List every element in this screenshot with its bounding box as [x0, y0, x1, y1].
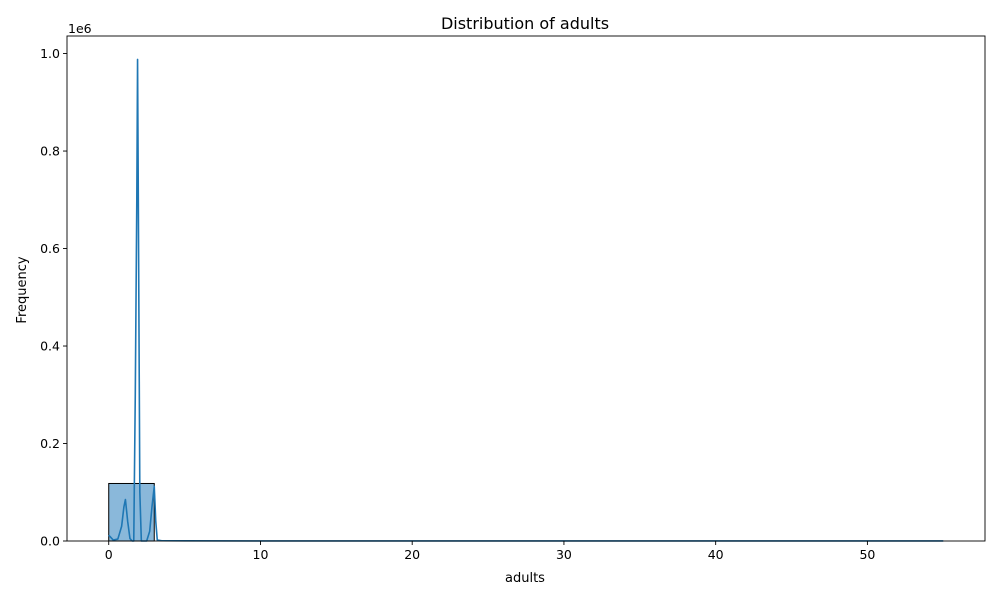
- axes: 0 10 20 30 40 50 0.0 0.2 0.4 0.6 0.8 1.0: [40, 35, 986, 562]
- x-tick-label: 20: [404, 547, 420, 562]
- x-tick-label: 40: [708, 547, 724, 562]
- y-tick-label: 1.0: [40, 46, 60, 61]
- x-axis-label: adults: [505, 571, 545, 586]
- y-tick-label: 0.8: [40, 144, 60, 159]
- y-tick-label: 0.4: [40, 339, 60, 354]
- x-tick-label: 50: [859, 547, 875, 562]
- plot-area: [108, 58, 944, 542]
- y-tick-label: 0.0: [40, 534, 60, 549]
- y-tick-label: 0.6: [40, 241, 60, 256]
- chart-title: Distribution of adults: [441, 14, 609, 33]
- x-tick-label: 10: [253, 547, 269, 562]
- axes-frame: [66, 35, 986, 542]
- histogram-bar-0: [108, 482, 155, 542]
- x-tick-label: 0: [105, 547, 113, 562]
- y-axis-label: Frequency: [15, 256, 30, 323]
- kde-line: [108, 58, 944, 542]
- x-tick-label: 30: [556, 547, 572, 562]
- y-tick-label: 0.2: [40, 436, 60, 451]
- y-axis-offset-text: 1e6: [68, 21, 92, 36]
